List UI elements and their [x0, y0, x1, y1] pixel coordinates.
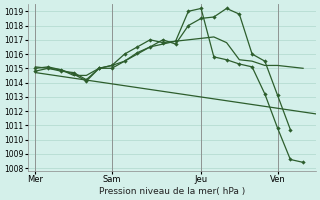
- X-axis label: Pression niveau de la mer( hPa ): Pression niveau de la mer( hPa ): [99, 187, 245, 196]
